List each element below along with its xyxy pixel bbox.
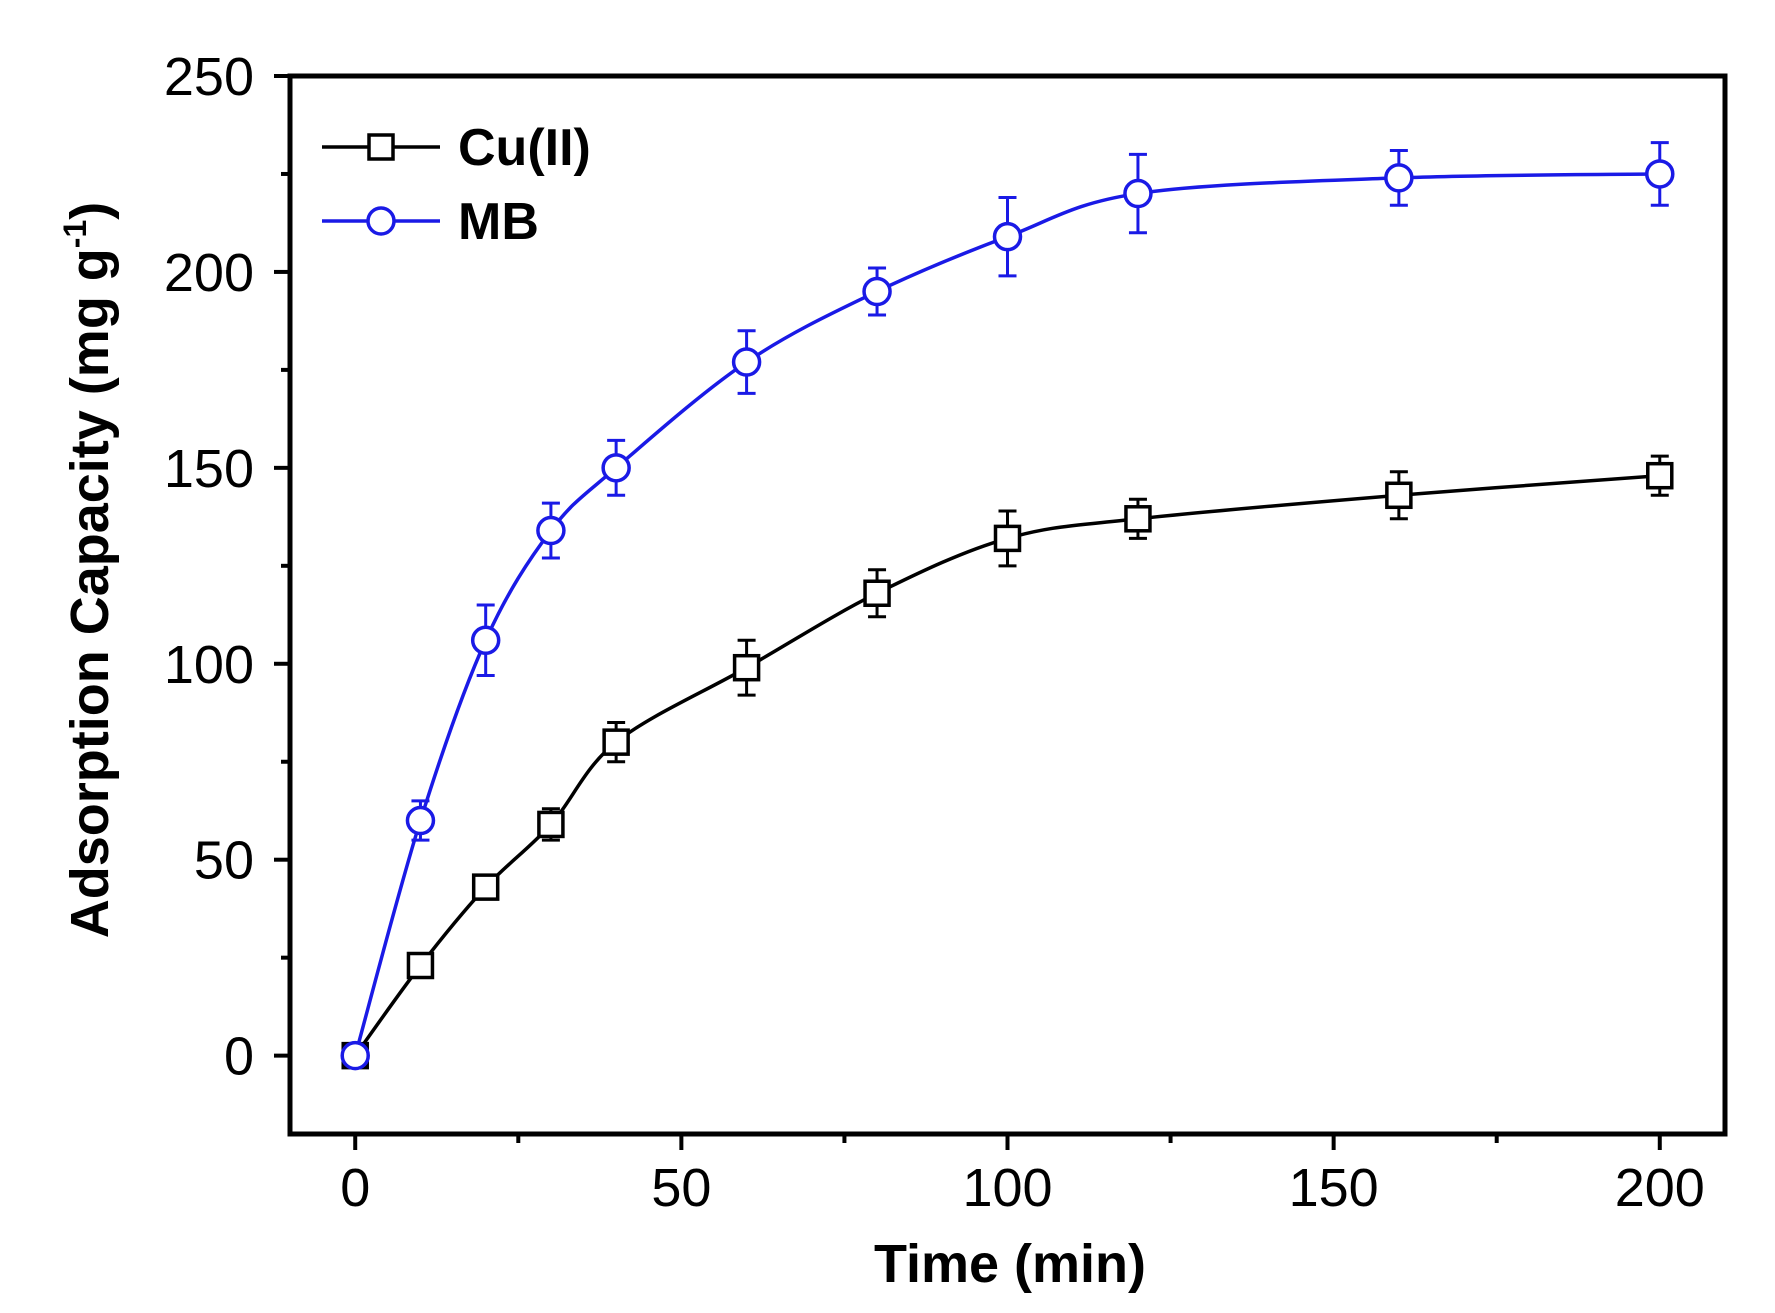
data-point [536, 515, 566, 546]
data-point [993, 524, 1022, 553]
data-point [1645, 159, 1675, 189]
data-point [1646, 461, 1674, 490]
y-tick-label: 250 [164, 47, 254, 107]
x-tick-label: 50 [651, 1158, 711, 1218]
legend-label: Cu(II) [458, 119, 591, 177]
data-point [1124, 505, 1152, 533]
data-point [862, 276, 892, 307]
series-line-mb [353, 172, 1660, 1057]
y-axis-title-main: Adsorption Capacity (mg g [60, 248, 120, 938]
y-tick-label: 100 [164, 635, 254, 695]
data-point [405, 805, 436, 836]
y-axis-title-close: ) [60, 202, 120, 220]
data-point [537, 810, 565, 839]
x-tick-label: 100 [962, 1158, 1052, 1218]
y-tick-label: 0 [224, 1027, 254, 1087]
x-tick-label: 0 [340, 1158, 370, 1218]
y-tick-label: 200 [164, 243, 254, 303]
y-axis-title: Adsorption Capacity (mg g-1) [57, 202, 120, 938]
data-point [406, 951, 435, 980]
data-point [732, 653, 761, 682]
x-tick-label: 150 [1289, 1158, 1379, 1218]
legend-label: MB [458, 193, 539, 251]
data-point [470, 625, 501, 656]
legend-marker [366, 206, 396, 236]
data-point [731, 347, 762, 377]
y-axis-title-superscript: -1 [57, 220, 93, 248]
legend: Cu(II) MB [322, 119, 591, 251]
legend-marker [367, 133, 395, 161]
data-point [340, 1040, 370, 1071]
y-tick-label: 50 [194, 831, 254, 891]
data-point [1123, 178, 1153, 209]
data-point [1385, 481, 1413, 510]
y-tick-label: 150 [164, 439, 254, 499]
x-axis-title: Time (min) [874, 1234, 1146, 1294]
data-point [602, 728, 630, 756]
axis-ticks: 0 50 100 150 200 0 50 100 150 200 250 [164, 47, 1705, 1218]
legend-item: Cu(II) [322, 119, 591, 177]
legend-item: MB [322, 193, 539, 251]
data-point [601, 453, 631, 483]
series-layer [340, 141, 1675, 1071]
data-point [1384, 163, 1414, 193]
data-point [863, 579, 891, 607]
x-tick-label: 200 [1615, 1158, 1705, 1218]
data-point [471, 873, 500, 901]
series-cu-ii [341, 454, 1674, 1070]
series-mb [340, 141, 1675, 1071]
data-point [992, 221, 1023, 252]
